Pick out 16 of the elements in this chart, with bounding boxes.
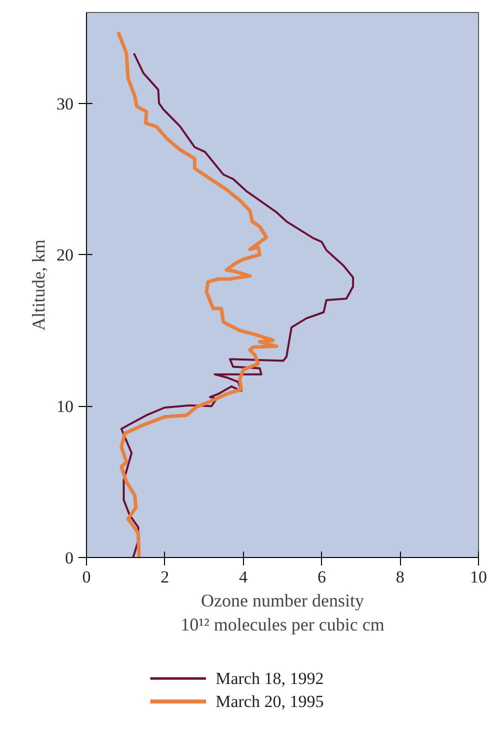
legend-label: March 18, 1992 — [216, 669, 324, 688]
x-tick-label: 4 — [239, 568, 248, 586]
line-series — [120, 52, 354, 558]
x-tick-label: 0 — [82, 568, 91, 586]
x-tick-label: 10 — [470, 568, 487, 586]
x-tick-label: 2 — [160, 568, 170, 586]
x-tick-label: 6 — [317, 568, 326, 586]
x-axis-title: Ozone number density 10¹² molecules per cubic cm — [180, 590, 384, 634]
y-tick-label: 30 — [56, 94, 74, 114]
y-tick-label: 20 — [56, 246, 74, 265]
y-tick-label: 10 — [56, 397, 74, 416]
legend-label: March 20, 1995 — [216, 692, 324, 711]
y-axis-title: Altitude, km — [28, 239, 48, 330]
x-tick-label: 8 — [396, 568, 404, 586]
line-series — [116, 30, 278, 558]
y-tick-label: 0 — [65, 548, 74, 568]
